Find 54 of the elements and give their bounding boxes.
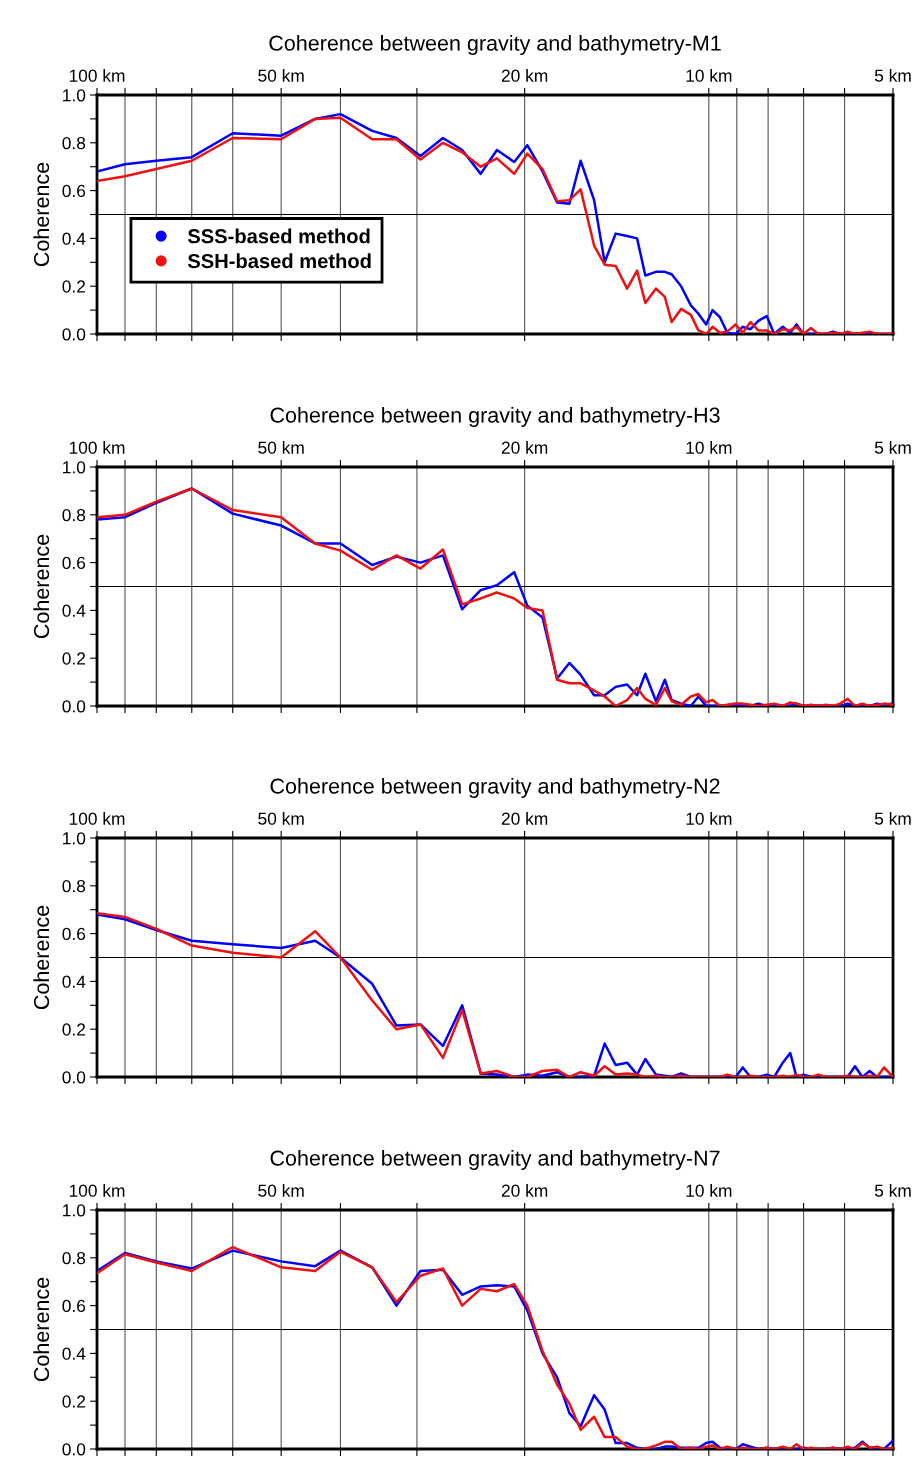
x-tick-label: 20 km [501, 441, 548, 454]
y-tick-label: 0.4 [62, 604, 86, 617]
y-tick-label: 0.2 [62, 280, 86, 293]
y-axis-title: Coherence [33, 162, 50, 267]
y-tick-label: 0.0 [62, 1443, 86, 1456]
y-tick-label: 0.6 [62, 556, 86, 570]
x-tick-label: 20 km [501, 812, 548, 825]
legend-label: SSH-based method [187, 253, 371, 269]
y-tick-label: 0.4 [62, 1347, 86, 1360]
y-axis-title: Coherence [33, 534, 50, 639]
y-tick-label: 1.0 [63, 1204, 86, 1217]
legend-label: SSS-based method [187, 228, 370, 244]
x-tick-label: 100 km [69, 441, 125, 454]
y-tick-label: 0.4 [62, 975, 86, 988]
y-tick-label: 0.2 [62, 652, 86, 665]
y-tick-label: 0.2 [62, 1395, 86, 1408]
chart-title: Coherence between gravity and bathymetry-N2 [270, 777, 720, 799]
y-tick-label: 0.0 [62, 328, 86, 341]
y-tick-label: 0.4 [62, 232, 86, 245]
x-tick-label: 10 km [686, 441, 732, 454]
x-tick-label: 50 km [258, 69, 304, 82]
x-tick-label: 50 km [258, 1184, 304, 1197]
x-tick-label: 20 km [501, 69, 548, 82]
y-tick-label: 0.0 [62, 700, 86, 713]
y-tick-label: 0.8 [62, 136, 86, 150]
x-tick-label: 100 km [69, 1184, 125, 1197]
x-tick-label: 5 km [874, 812, 911, 825]
x-tick-label: 20 km [501, 1184, 548, 1197]
y-tick-label: 0.6 [62, 1299, 86, 1313]
y-axis-title: Coherence [33, 1277, 50, 1382]
y-tick-label: 0.6 [62, 184, 86, 198]
x-tick-label: 50 km [258, 812, 304, 825]
chart-title: Coherence between gravity and bathymetry-N7 [270, 1149, 720, 1171]
y-tick-label: 0.6 [62, 927, 86, 941]
x-tick-label: 50 km [258, 441, 304, 454]
x-tick-label: 5 km [874, 1184, 911, 1197]
chart-title: Coherence between gravity and bathymetry-H3 [270, 406, 720, 428]
x-tick-label: 5 km [874, 69, 911, 82]
x-tick-label: 100 km [69, 69, 125, 82]
y-tick-label: 1.0 [63, 89, 86, 102]
y-tick-label: 1.0 [63, 461, 86, 474]
x-tick-label: 5 km [874, 441, 911, 454]
y-tick-label: 0.2 [62, 1023, 86, 1036]
y-tick-label: 0.0 [62, 1071, 86, 1084]
x-tick-label: 100 km [69, 812, 125, 825]
y-tick-label: 0.8 [62, 1251, 86, 1265]
y-tick-label: 1.0 [63, 832, 86, 845]
y-tick-label: 0.8 [62, 879, 86, 893]
chart-title: Coherence between gravity and bathymetry-M1 [269, 34, 721, 56]
y-axis-title: Coherence [33, 905, 50, 1010]
x-tick-label: 10 km [686, 69, 732, 82]
y-tick-label: 0.8 [62, 508, 86, 522]
x-tick-label: 10 km [686, 1184, 732, 1197]
x-tick-label: 10 km [686, 812, 732, 825]
